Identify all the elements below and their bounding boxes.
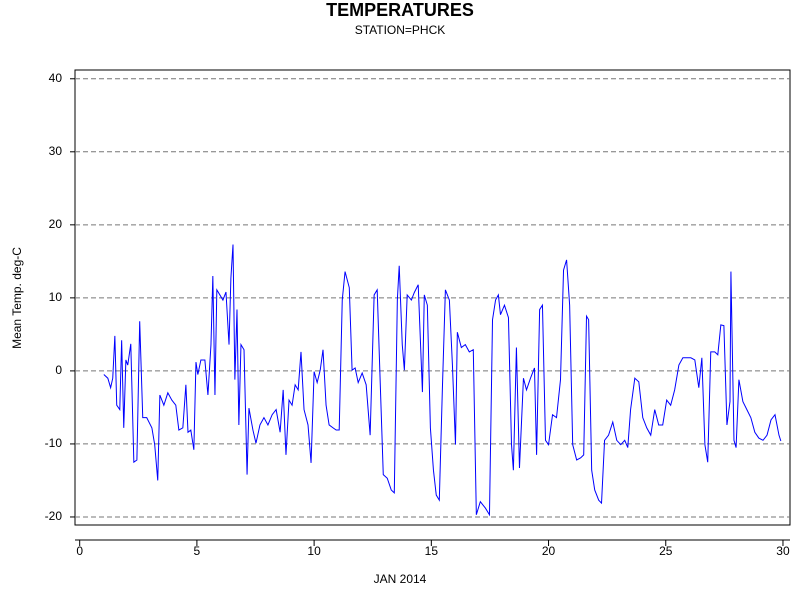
- x-tick-label: 15: [425, 544, 439, 558]
- y-tick-label: 40: [49, 71, 63, 85]
- chart-title: TEMPERATURES: [326, 0, 474, 20]
- y-tick-label: 10: [49, 290, 63, 304]
- x-tick-label: 5: [194, 544, 201, 558]
- y-tick-label: 20: [49, 217, 63, 231]
- x-axis-label: JAN 2014: [374, 572, 427, 586]
- x-tick-label: 25: [659, 544, 673, 558]
- y-tick-label: -20: [45, 509, 63, 523]
- y-axis-label: Mean Temp. deg-C: [10, 247, 24, 349]
- y-tick-label: -10: [45, 436, 63, 450]
- data-line: [103, 244, 782, 517]
- chart-subtitle: STATION=PHCK: [355, 23, 446, 37]
- y-tick-label: 30: [49, 144, 63, 158]
- x-tick-label: 30: [776, 544, 790, 558]
- y-tick-label: 0: [55, 363, 62, 377]
- x-tick-label: 10: [307, 544, 321, 558]
- x-tick-label: 0: [76, 544, 83, 558]
- x-tick-label: 20: [542, 544, 556, 558]
